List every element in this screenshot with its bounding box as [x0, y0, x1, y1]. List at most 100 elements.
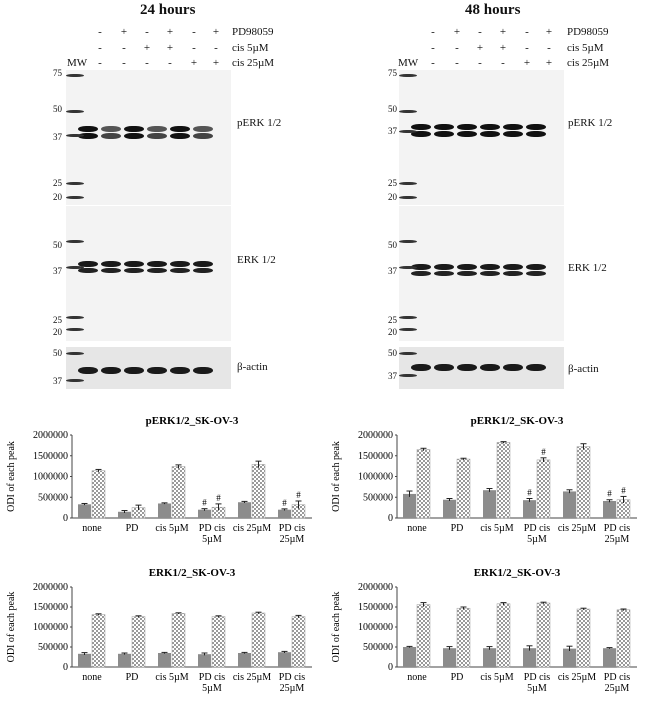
- y-tick-label: 1500000: [358, 602, 393, 613]
- significance-mark: #: [202, 498, 207, 508]
- treatment-sign: +: [476, 42, 484, 54]
- x-tick-label: cis 5µM: [155, 523, 188, 534]
- condition-label-cis25: cis 25µM: [567, 57, 610, 69]
- bar: [278, 652, 291, 667]
- blot-band: [193, 367, 213, 374]
- blot-band: [78, 133, 98, 139]
- bar: [536, 459, 551, 519]
- blot-band: [66, 182, 84, 185]
- treatment-sign: +: [212, 26, 220, 38]
- bar: [403, 647, 416, 667]
- blot-band: [124, 133, 144, 139]
- x-tick-label: none: [82, 672, 102, 683]
- blot-band: [193, 133, 213, 139]
- treatment-sign: -: [547, 42, 551, 54]
- mw-marker: 50: [53, 104, 62, 114]
- blot-band: [526, 131, 546, 137]
- bar: [523, 648, 536, 667]
- blot-label-pERK: pERK 1/2: [237, 117, 282, 129]
- treatment-sign: -: [431, 26, 435, 38]
- y-tick-label: 500000: [363, 642, 393, 653]
- blot-band: [480, 271, 500, 276]
- treatment-sign: +: [545, 26, 553, 38]
- bar: [78, 653, 91, 667]
- bar: [563, 648, 576, 667]
- bar: [403, 493, 416, 518]
- blot-band: [124, 261, 144, 267]
- bar: [198, 654, 211, 667]
- blot-band: [170, 268, 190, 273]
- blot-band: [101, 126, 121, 132]
- bar: [278, 509, 291, 518]
- y-tick-label: 1500000: [33, 451, 68, 462]
- treatment-sign: -: [214, 42, 218, 54]
- chart-title: pERK1/2_SK-OV-3: [146, 415, 239, 427]
- blot-band: [147, 133, 167, 139]
- treatment-sign: +: [190, 57, 198, 69]
- blot-band: [170, 367, 190, 374]
- blot-band: [399, 130, 417, 133]
- mw-marker: 25: [388, 315, 397, 325]
- panel-title: 48 hours: [465, 2, 521, 18]
- treatment-sign: -: [431, 42, 435, 54]
- y-tick-label: 2000000: [33, 582, 68, 593]
- blot-band: [66, 379, 84, 382]
- x-tick-label: 25µM: [605, 534, 630, 545]
- mw-marker: 20: [388, 327, 397, 337]
- x-tick-label: none: [82, 523, 102, 534]
- condition-label-cis25: cis 25µM: [232, 57, 275, 69]
- bar: [118, 653, 131, 667]
- blot-band: [411, 364, 431, 371]
- blot-band: [399, 316, 417, 319]
- mw-marker: 37: [53, 266, 62, 276]
- blot-band: [503, 124, 523, 130]
- blot-band: [399, 240, 417, 243]
- bar: [563, 491, 576, 518]
- ERK-blot: [66, 206, 231, 341]
- blot-band: [147, 268, 167, 273]
- treatment-sign: +: [166, 26, 174, 38]
- mw-marker: 37: [388, 266, 397, 276]
- significance-mark: #: [527, 487, 532, 497]
- blot-band: [147, 261, 167, 267]
- chart-ERK-24h: ERK1/2_SK-OV-3 ODI of each peak 0 500000 100…: [0, 562, 325, 709]
- x-tick-label: PD cis: [604, 523, 631, 534]
- bar: [483, 490, 496, 518]
- x-tick-label: PD: [451, 672, 464, 683]
- blot-band: [399, 352, 417, 355]
- blot-band: [457, 124, 477, 130]
- bar: [603, 500, 616, 518]
- blot-label-pERK: pERK 1/2: [568, 117, 613, 129]
- x-tick-label: PD cis: [199, 523, 226, 534]
- blot-band: [399, 374, 417, 377]
- mw-marker: 50: [388, 104, 397, 114]
- pERK-blot: [66, 70, 231, 205]
- blot-band: [434, 271, 454, 276]
- densitometry-charts: pERK1/2_SK-OV-3 ODI of each peak 0 500000 10…: [0, 410, 650, 709]
- x-tick-label: 5µM: [202, 683, 222, 694]
- x-tick-label: PD: [451, 523, 464, 534]
- significance-mark: #: [282, 498, 287, 508]
- blot-band: [503, 131, 523, 137]
- y-tick-label: 500000: [38, 642, 68, 653]
- bar: [78, 504, 91, 518]
- mw-marker: 37: [53, 376, 62, 386]
- actin-blot: [399, 347, 564, 389]
- blot-band: [411, 264, 431, 270]
- treatment-sign: -: [145, 57, 149, 69]
- blot-band: [66, 134, 84, 137]
- blot-panel-24h: 24 hours - + - + - + - - + + - - - - - - + + PD98059 cis …: [0, 0, 325, 395]
- chart-title: pERK1/2_SK-OV-3: [471, 415, 564, 427]
- y-tick-label: 1500000: [33, 602, 68, 613]
- blot-band: [66, 196, 84, 199]
- blot-band: [399, 182, 417, 185]
- treatment-sign: +: [166, 42, 174, 54]
- x-tick-label: PD cis: [524, 523, 551, 534]
- chart-pERK-48h: pERK1/2_SK-OV-3 ODI of each peak 0 500000 10…: [325, 410, 650, 560]
- blot-band: [101, 133, 121, 139]
- bar: [251, 464, 266, 519]
- x-tick-label: cis 25µM: [233, 523, 271, 534]
- blot-band: [193, 268, 213, 273]
- blot-band: [526, 271, 546, 276]
- bar: [251, 612, 266, 668]
